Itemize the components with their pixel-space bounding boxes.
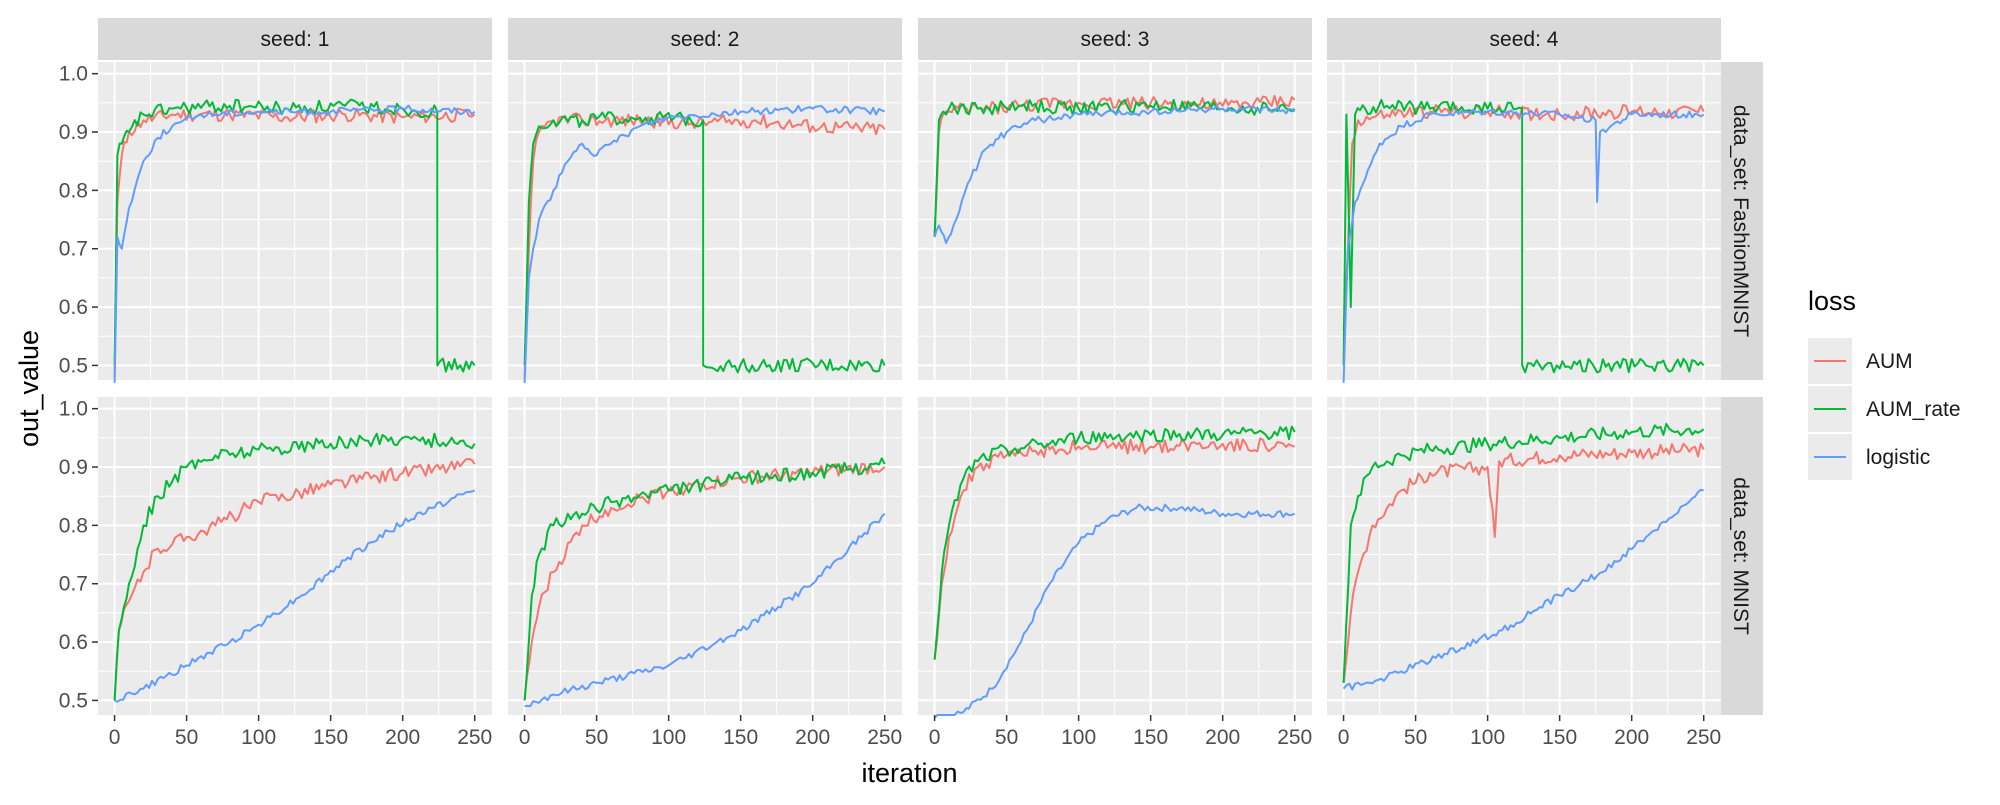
col-strip-label: seed: 1 (261, 28, 330, 51)
legend-label: AUM_rate (1866, 398, 1961, 421)
y-tick-label: 0.8 (59, 514, 88, 537)
series-line-aum-rate (523, 457, 886, 701)
series-line-aum-rate (523, 111, 886, 374)
x-tick-label: 150 (723, 726, 758, 749)
y-tick-label: 0.6 (59, 296, 88, 319)
series-line-logistic (933, 503, 1296, 719)
y-tick-label: 0.7 (59, 238, 88, 261)
legend-label: logistic (1866, 446, 1930, 469)
x-tick-label: 50 (175, 726, 198, 749)
series-line-logistic (523, 104, 886, 383)
legend-title: loss (1808, 286, 1856, 316)
series-line-aum-rate (933, 425, 1296, 660)
series-line-aum (1342, 442, 1705, 684)
x-tick-label: 50 (995, 726, 1018, 749)
col-strip-label: seed: 3 (1081, 28, 1150, 51)
series-line-aum-rate (1342, 98, 1705, 374)
row-strip-label: data_set: FashionMNIST (1729, 105, 1752, 337)
x-tick-label: 200 (1205, 726, 1240, 749)
x-tick-label: 50 (585, 726, 608, 749)
col-strip (98, 18, 492, 60)
y-tick-label: 0.6 (59, 631, 88, 654)
series-line-logistic (113, 104, 476, 383)
col-strip (918, 18, 1312, 60)
y-tick-label: 0.7 (59, 573, 88, 596)
y-tick-label: 0.9 (59, 456, 88, 479)
y-axis-title: out_value (14, 330, 44, 447)
series-line-aum (113, 458, 476, 701)
x-tick-label: 100 (651, 726, 686, 749)
col-strip (1327, 18, 1721, 60)
series-line-aum-rate (113, 432, 476, 701)
x-tick-label: 250 (1277, 726, 1312, 749)
x-tick-label: 0 (1338, 726, 1350, 749)
x-tick-label: 200 (1614, 726, 1649, 749)
x-tick-label: 150 (1542, 726, 1577, 749)
series-line-aum (933, 94, 1296, 238)
x-tick-label: 0 (519, 726, 531, 749)
series-line-logistic (1342, 488, 1704, 691)
x-tick-label: 150 (1133, 726, 1168, 749)
x-tick-label: 250 (867, 726, 902, 749)
y-tick-label: 0.9 (59, 121, 88, 144)
x-tick-label: 100 (241, 726, 276, 749)
series-line-aum-rate (1342, 422, 1705, 683)
y-tick-label: 1.0 (59, 398, 88, 421)
legend-label: AUM (1866, 350, 1913, 373)
y-tick-label: 0.5 (59, 689, 88, 712)
series-line-aum (933, 437, 1295, 660)
series-line-logistic (933, 105, 1296, 244)
x-tick-label: 100 (1470, 726, 1505, 749)
y-tick-label: 0.8 (59, 179, 88, 202)
x-tick-label: 200 (795, 726, 830, 749)
x-tick-label: 0 (929, 726, 941, 749)
x-tick-label: 200 (385, 726, 420, 749)
x-tick-label: 0 (109, 726, 121, 749)
x-tick-label: 100 (1061, 726, 1096, 749)
series-line-logistic (1342, 108, 1705, 383)
row-strip-label: data_set: MNIST (1729, 477, 1752, 635)
x-tick-label: 150 (313, 726, 348, 749)
series-line-aum (113, 107, 476, 378)
row-strip (1718, 397, 1763, 715)
x-tick-label: 250 (457, 726, 492, 749)
series-line-logistic (114, 489, 476, 703)
y-tick-label: 1.0 (59, 63, 88, 86)
x-tick-label: 50 (1404, 726, 1427, 749)
series-line-logistic (524, 512, 886, 708)
x-tick-label: 250 (1686, 726, 1721, 749)
x-axis-title: iteration (861, 758, 957, 788)
col-strip-label: seed: 4 (1490, 28, 1559, 51)
y-tick-label: 0.5 (59, 354, 88, 377)
row-strip (1718, 62, 1763, 380)
col-strip-label: seed: 2 (671, 28, 740, 51)
col-strip (508, 18, 902, 60)
